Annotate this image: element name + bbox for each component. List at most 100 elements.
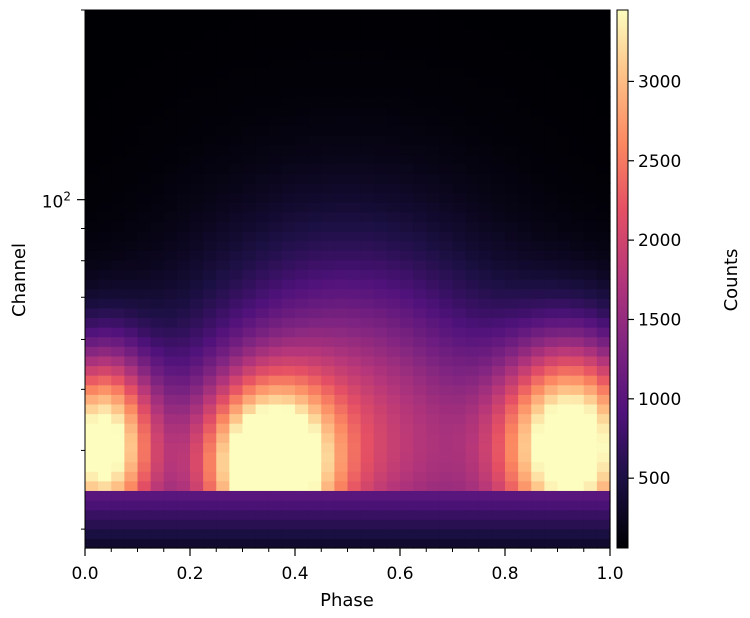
heatmap-cell [557,442,572,453]
heatmap-cell [163,19,178,30]
heatmap-cell [334,442,349,453]
heatmap-cell [518,48,532,59]
heatmap-cell [242,211,257,222]
heatmap-cell [111,375,125,386]
heatmap-cell [386,528,401,539]
heatmap-cell [347,461,362,472]
heatmap-cell [137,19,152,30]
heatmap-cell [386,29,401,40]
heatmap-cell [570,38,585,50]
heatmap-cell [137,173,152,184]
heatmap-cell [203,423,217,434]
heatmap-cell [150,106,165,117]
heatmap-cell [373,394,388,405]
heatmap-cell [124,279,139,290]
heatmap-cell [334,298,349,309]
heatmap-cell [360,480,375,491]
heatmap-cell [518,298,532,309]
heatmap-cell [295,221,309,232]
heatmap-cell [400,538,414,549]
heatmap-cell [150,259,165,270]
heatmap-cell [216,317,230,328]
heatmap-cell [583,413,598,424]
heatmap-cell [334,86,349,98]
heatmap-cell [334,355,349,367]
heatmap-cell [190,269,204,280]
heatmap-cell [203,77,217,88]
heatmap-cell [426,403,440,415]
heatmap-cell [518,442,532,453]
heatmap-cell [596,451,611,463]
heatmap-cell [150,58,165,69]
heatmap-cell [268,202,283,213]
heatmap-cell [478,259,493,270]
heatmap-cell [583,355,598,367]
heatmap-cell [295,461,309,472]
heatmap-cell [531,336,545,347]
heatmap-cell [583,528,598,539]
heatmap-cell [557,221,572,232]
heatmap-cell [400,259,414,270]
heatmap-cell [216,346,230,357]
heatmap-cell [583,471,598,482]
heatmap-cell [190,38,204,50]
heatmap-cell [400,499,414,511]
heatmap-cell [478,58,493,69]
heatmap-cell [452,528,467,539]
heatmap-cell [308,413,322,424]
heatmap-cell [229,202,244,213]
heatmap-cell [268,77,283,88]
heatmap-cell [373,288,388,299]
heatmap-cell [518,96,532,107]
heatmap-cell [373,125,388,136]
heatmap-cell [452,115,467,126]
heatmap-cell [176,279,191,290]
heatmap-cell [531,86,545,98]
heatmap-cell [583,221,598,232]
heatmap-cell [308,10,322,21]
heatmap-cell [176,480,191,491]
heatmap-cell [308,134,322,146]
heatmap-cell [150,192,165,203]
heatmap-cell [321,48,335,59]
heatmap-cell [163,67,178,78]
heatmap-cell [242,192,257,203]
heatmap-cell [531,38,545,50]
heatmap-cell [360,394,375,405]
heatmap-cell [321,163,335,174]
heatmap-cell [518,384,532,395]
heatmap-cell [465,269,480,280]
heatmap-cell [85,499,99,511]
heatmap-cell [111,134,125,146]
heatmap-cell [583,67,598,78]
heatmap-cell [295,423,309,434]
heatmap-cell [295,163,309,174]
heatmap-cell [85,29,99,40]
heatmap-cell [478,77,493,88]
heatmap-cell [98,451,112,463]
heatmap-cell [505,384,519,395]
heatmap-cell [413,19,427,30]
heatmap-cell [281,432,296,443]
heatmap-cell [491,471,506,482]
heatmap-cell [518,403,532,415]
heatmap-cell [439,509,454,520]
heatmap-cell [295,29,309,40]
heatmap-cell [583,125,598,136]
heatmap-cell [85,375,99,386]
heatmap-cell [478,346,493,357]
heatmap-cell [111,230,125,242]
heatmap-cell [203,250,217,261]
heatmap-cell [400,403,414,415]
heatmap-cell [176,365,191,376]
heatmap-cell [334,144,349,155]
heatmap-cell [518,346,532,357]
heatmap-cell [281,125,296,136]
heatmap-cell [583,346,598,357]
heatmap-cell [268,538,283,549]
heatmap-cell [505,538,519,549]
heatmap-cell [465,211,480,222]
heatmap-cell [255,461,270,472]
heatmap-cell [478,538,493,549]
